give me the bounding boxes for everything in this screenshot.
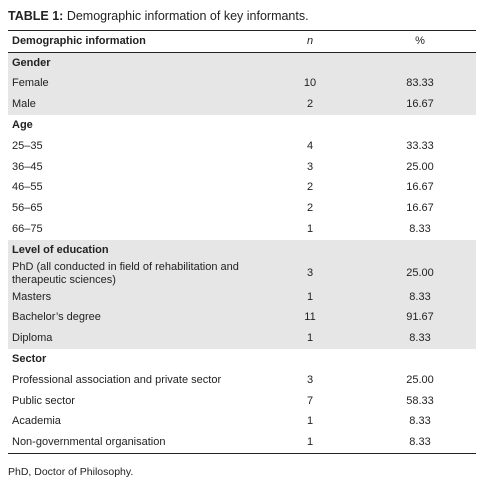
cell: 1 <box>256 328 364 350</box>
section-heading: Age <box>12 119 33 132</box>
data-row: 25–35 4 33.33 <box>8 136 476 157</box>
footnote: PhD, Doctor of Philosophy. <box>8 466 134 478</box>
cell: 1 <box>306 436 314 449</box>
cell: Academia <box>12 415 61 428</box>
column-header: Demographic information <box>8 30 256 53</box>
data-row: Professional association and private sec… <box>8 370 476 391</box>
cell: 58.33 <box>406 394 434 407</box>
cell: 7 <box>306 394 314 407</box>
section-heading: Gender <box>8 52 476 74</box>
caption-text: Demographic information of key informant… <box>66 9 309 23</box>
cell: 10 <box>256 73 364 95</box>
data-row: PhD (all conducted in field of rehabilit… <box>8 260 476 287</box>
data-row: Diploma 1 8.33 <box>8 328 476 350</box>
cell: 16.67 <box>406 181 434 194</box>
cell: PhD (all conducted in field of rehabilit… <box>8 260 256 287</box>
section-row: Sector <box>8 349 476 370</box>
data-row: 46–55 2 16.67 <box>8 178 476 199</box>
cell: 1 <box>306 415 314 428</box>
data-row: Masters 1 8.33 <box>8 286 476 308</box>
cell: 8.33 <box>364 286 476 308</box>
data-table: Demographic information n % Gender Female… <box>8 30 476 455</box>
data-row: Bachelor’s degree 11 91.67 <box>8 307 476 329</box>
cell: 1 <box>256 286 364 308</box>
cell: 56–65 <box>12 202 43 215</box>
column-header: % <box>364 30 476 53</box>
cell: 25.00 <box>406 373 434 386</box>
section-row: Gender <box>8 52 476 74</box>
cell: 3 <box>306 373 314 386</box>
data-row: Non-governmental organisation 1 8.33 <box>8 432 476 453</box>
cell: Non-governmental organisation <box>12 436 166 449</box>
cell: 66–75 <box>12 223 43 236</box>
cell: 2 <box>306 181 314 194</box>
table-body: Gender Female 10 83.33 Male 2 16.67 Age 25–35 4 33… <box>8 52 476 453</box>
column-header: n <box>256 30 364 53</box>
cell: 2 <box>306 202 314 215</box>
cell: Male <box>8 94 256 116</box>
cell: Bachelor’s degree <box>8 307 256 329</box>
data-row: Female 10 83.33 <box>8 73 476 95</box>
caption-label: TABLE 1: <box>8 9 64 23</box>
cell: 1 <box>306 223 314 236</box>
cell: 46–55 <box>12 181 43 194</box>
data-row: Public sector 7 58.33 <box>8 391 476 412</box>
cell: 8.33 <box>364 328 476 350</box>
cell: Public sector <box>12 394 75 407</box>
cell: 2 <box>256 94 364 116</box>
cell: 25–35 <box>12 139 43 152</box>
cell: 91.67 <box>364 307 476 329</box>
section-row: Age <box>8 115 476 136</box>
section-row: Level of education <box>8 239 476 261</box>
cell: 16.67 <box>406 202 434 215</box>
cell: 33.33 <box>406 139 434 152</box>
cell: Female <box>8 73 256 95</box>
cell: Diploma <box>8 328 256 350</box>
cell: 16.67 <box>364 94 476 116</box>
section-heading: Sector <box>12 353 47 366</box>
header-row: Demographic information n % <box>8 30 476 53</box>
cell: 83.33 <box>364 73 476 95</box>
data-row: 56–65 2 16.67 <box>8 198 476 219</box>
table-caption: TABLE 1: Demographic information of key … <box>8 9 309 23</box>
cell: Professional association and private sec… <box>12 373 222 386</box>
cell: 25.00 <box>406 160 434 173</box>
cell: 8.33 <box>409 223 431 236</box>
cell: 3 <box>256 260 364 287</box>
data-row: Male 2 16.67 <box>8 94 476 116</box>
data-row: 66–75 1 8.33 <box>8 219 476 240</box>
cell: 4 <box>306 139 314 152</box>
cell: 25.00 <box>364 260 476 287</box>
cell: 36–45 <box>12 160 43 173</box>
data-row: 36–45 3 25.00 <box>8 157 476 178</box>
cell: 11 <box>256 307 364 329</box>
data-row: Academia 1 8.33 <box>8 412 476 433</box>
cell: 8.33 <box>409 436 431 449</box>
cell: Masters <box>8 286 256 308</box>
cell: 3 <box>306 160 314 173</box>
cell: 8.33 <box>409 415 431 428</box>
section-heading: Level of education <box>8 239 476 261</box>
